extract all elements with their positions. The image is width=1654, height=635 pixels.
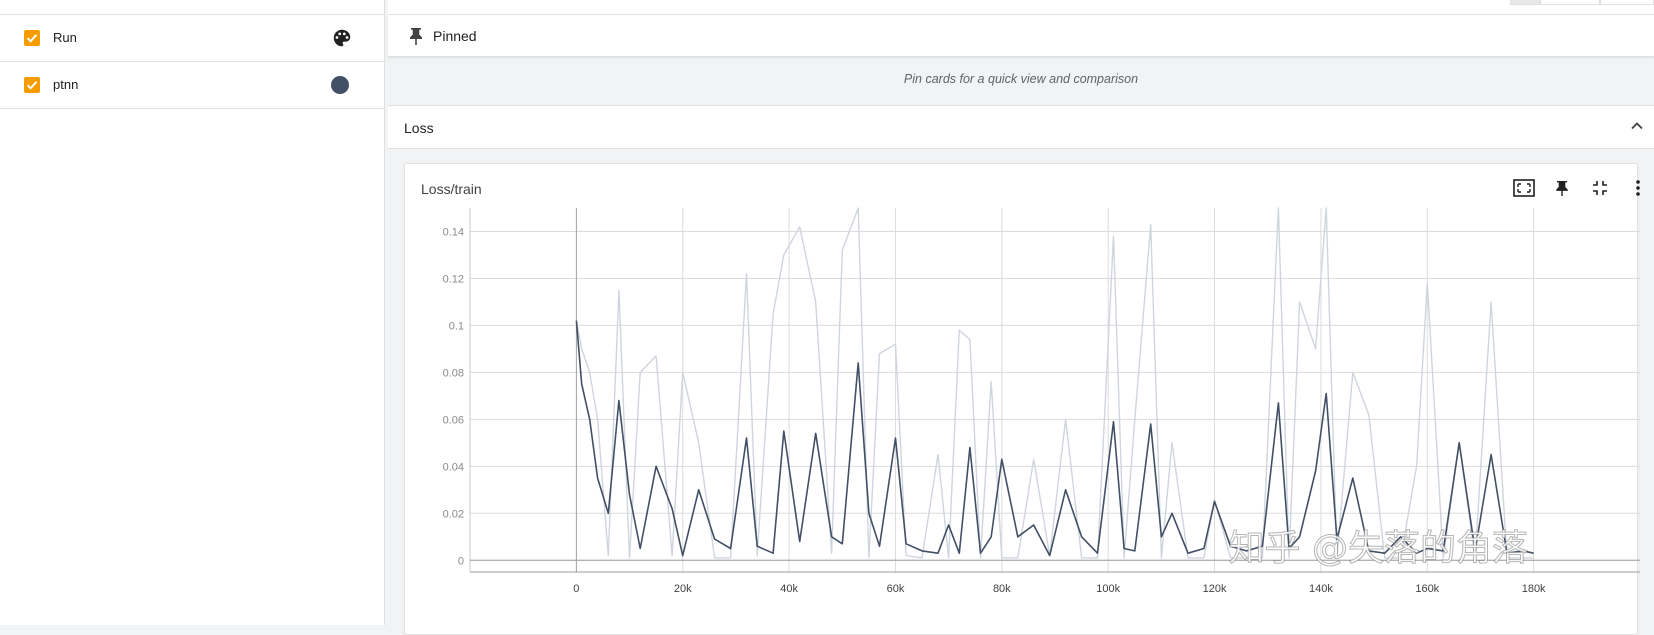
view-toggle[interactable] <box>1510 0 1540 5</box>
pinned-title: Pinned <box>433 28 477 44</box>
x-tick-label: 140k <box>1309 583 1333 595</box>
x-tick-label: 80k <box>993 583 1011 595</box>
pinned-empty-message: Pin cards for a quick view and compariso… <box>903 72 1139 86</box>
pin-icon <box>1556 181 1568 196</box>
main-panel: Pinned Pin cards for a quick view and co… <box>388 0 1654 635</box>
more-vert-icon <box>1636 180 1640 196</box>
x-tick-label: 120k <box>1203 583 1227 595</box>
collapse-card-button[interactable] <box>1586 174 1614 202</box>
run-row[interactable]: ptnn <box>0 62 384 109</box>
check-icon <box>26 34 38 43</box>
y-tick-label: 0.12 <box>443 273 464 285</box>
pin-icon <box>408 27 424 45</box>
group-header[interactable]: Loss <box>388 105 1654 149</box>
y-tick-label: 0.14 <box>443 226 464 238</box>
run-checkbox[interactable] <box>24 77 40 93</box>
fit-domain-icon <box>1513 179 1535 197</box>
toolbar-strip <box>388 0 1654 15</box>
pin-card-button[interactable] <box>1548 174 1576 202</box>
sidebar-header-strip <box>0 0 384 15</box>
x-tick-label: 0 <box>573 583 579 595</box>
pinned-section-header: Pinned <box>388 15 1654 57</box>
loss-chart[interactable]: 0 0.02 0.04 0.06 0.08 0.1 0.12 0.14 0 20k 40k 60k 80… <box>388 200 1654 625</box>
y-tick-label: 0.02 <box>443 508 464 520</box>
smoothed-loss-line <box>575 320 1534 557</box>
card-title: Loss/train <box>421 181 482 197</box>
chevron-up-icon[interactable] <box>1630 119 1644 133</box>
view-toggle[interactable] <box>1540 0 1600 5</box>
run-label: ptnn <box>53 77 79 92</box>
y-tick-label: 0 <box>458 555 464 567</box>
x-tick-label: 100k <box>1096 583 1120 595</box>
check-icon <box>26 81 38 90</box>
view-toggle[interactable] <box>1600 0 1654 5</box>
watermark: 知乎 @失落的角落 <box>1229 528 1528 569</box>
runs-sidebar: Run ptnn <box>0 0 385 625</box>
more-button[interactable] <box>1624 174 1652 202</box>
group-title: Loss <box>404 120 434 136</box>
scalar-card: Loss/train <box>404 163 1640 635</box>
y-tick-label: 0.1 <box>449 320 464 332</box>
x-tick-label: 180k <box>1522 583 1546 595</box>
run-row[interactable]: Run <box>0 15 384 62</box>
raw-loss-line <box>575 207 1534 559</box>
palette-icon[interactable] <box>331 27 353 49</box>
x-tick-label: 160k <box>1415 583 1439 595</box>
run-label: Run <box>53 30 77 45</box>
collapse-card-icon <box>1593 181 1607 195</box>
run-color-swatch[interactable] <box>331 76 349 94</box>
y-tick-label: 0.08 <box>443 367 464 379</box>
x-tick-label: 60k <box>887 583 905 595</box>
y-tick-label: 0.06 <box>443 414 464 426</box>
x-tick-label: 20k <box>674 583 692 595</box>
y-tick-label: 0.04 <box>443 461 464 473</box>
run-checkbox[interactable] <box>24 30 40 46</box>
fit-domain-button[interactable] <box>1510 174 1538 202</box>
x-tick-label: 40k <box>780 583 798 595</box>
